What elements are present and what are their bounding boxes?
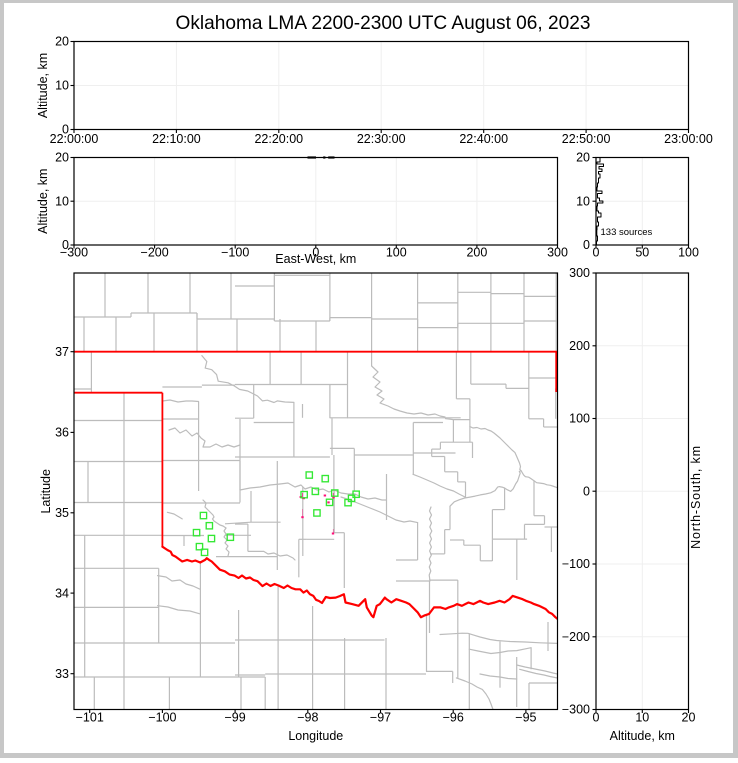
- svg-text:36: 36: [55, 426, 69, 440]
- svg-text:Altitude, km: Altitude, km: [36, 169, 50, 234]
- svg-text:−99: −99: [224, 711, 245, 725]
- svg-text:22:20:00: 22:20:00: [254, 132, 303, 146]
- svg-text:−300: −300: [60, 246, 88, 260]
- svg-text:200: 200: [466, 246, 487, 260]
- svg-text:−100: −100: [221, 246, 249, 260]
- svg-text:37: 37: [55, 345, 69, 359]
- svg-text:20: 20: [55, 35, 69, 49]
- svg-text:10: 10: [635, 711, 649, 725]
- svg-text:0: 0: [62, 238, 69, 252]
- svg-text:Longitude: Longitude: [288, 729, 343, 743]
- svg-text:23:00:00: 23:00:00: [664, 132, 713, 146]
- svg-text:50: 50: [635, 246, 649, 260]
- svg-text:133 sources: 133 sources: [601, 227, 653, 238]
- svg-text:100: 100: [386, 246, 407, 260]
- svg-text:100: 100: [678, 246, 699, 260]
- svg-text:35: 35: [55, 506, 69, 520]
- svg-text:Latitude: Latitude: [39, 469, 53, 514]
- svg-text:0: 0: [62, 123, 69, 137]
- svg-text:200: 200: [569, 339, 590, 353]
- svg-text:0: 0: [312, 246, 319, 260]
- svg-text:22:50:00: 22:50:00: [562, 132, 611, 146]
- svg-text:22:30:00: 22:30:00: [357, 132, 406, 146]
- svg-text:300: 300: [547, 246, 568, 260]
- svg-text:East-West, km: East-West, km: [275, 252, 356, 266]
- svg-text:−95: −95: [515, 711, 536, 725]
- svg-text:22:10:00: 22:10:00: [152, 132, 201, 146]
- svg-text:−200: −200: [141, 246, 169, 260]
- svg-text:−100: −100: [148, 711, 176, 725]
- svg-text:10: 10: [55, 79, 69, 93]
- svg-text:−97: −97: [370, 711, 391, 725]
- svg-text:Altitude, km: Altitude, km: [36, 53, 50, 118]
- svg-text:0: 0: [593, 246, 600, 260]
- svg-text:20: 20: [55, 151, 69, 165]
- svg-text:10: 10: [576, 194, 590, 208]
- svg-text:34: 34: [55, 586, 69, 600]
- svg-text:North-South, km: North-South, km: [689, 445, 703, 549]
- svg-text:20: 20: [682, 711, 696, 725]
- svg-text:22:40:00: 22:40:00: [459, 132, 508, 146]
- svg-text:Altitude, km: Altitude, km: [610, 729, 675, 743]
- svg-text:0: 0: [583, 238, 590, 252]
- svg-text:10: 10: [55, 194, 69, 208]
- svg-text:−98: −98: [297, 711, 318, 725]
- svg-text:0: 0: [583, 484, 590, 498]
- svg-text:33: 33: [55, 667, 69, 681]
- svg-text:−96: −96: [443, 711, 464, 725]
- svg-text:22:00:00: 22:00:00: [50, 132, 99, 146]
- svg-text:0: 0: [593, 711, 600, 725]
- svg-text:100: 100: [569, 412, 590, 426]
- svg-text:Oklahoma LMA 2200-2300 UTC Aug: Oklahoma LMA 2200-2300 UTC August 06, 20…: [175, 13, 590, 34]
- svg-text:20: 20: [576, 151, 590, 165]
- svg-text:−100: −100: [562, 557, 590, 571]
- svg-text:−300: −300: [562, 703, 590, 717]
- svg-text:−200: −200: [562, 630, 590, 644]
- svg-text:300: 300: [569, 266, 590, 280]
- svg-text:−101: −101: [76, 711, 104, 725]
